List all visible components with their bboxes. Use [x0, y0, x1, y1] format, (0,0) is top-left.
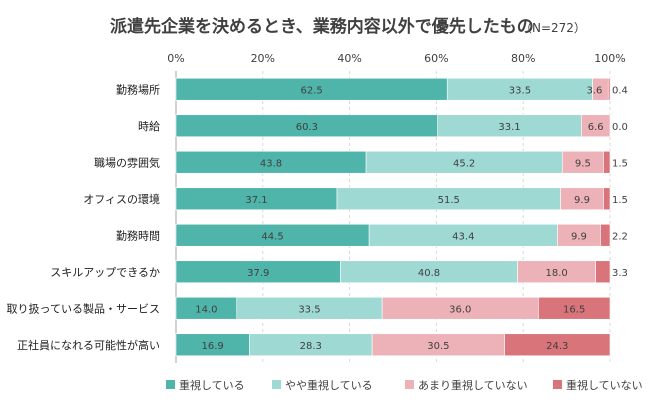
data-label: 6.6 [588, 122, 604, 133]
chart-sample-size: （N=272） [520, 21, 586, 35]
category-label: 職場の雰囲気 [94, 155, 160, 169]
bar-segment [603, 150, 611, 174]
legend-label: 重視している [179, 378, 245, 392]
data-label: 37.9 [247, 268, 269, 279]
x-tick-label: 60% [424, 52, 448, 65]
legend-swatch [272, 380, 281, 389]
category-label: スキルアップできるか [50, 266, 160, 279]
bar-segment [600, 223, 611, 247]
data-label: 0.0 [612, 122, 628, 133]
data-label: 9.5 [575, 158, 591, 169]
x-tick-label: 0% [167, 52, 184, 65]
legend-label: 重視していない [566, 378, 643, 392]
data-label: 14.0 [195, 304, 217, 315]
legend: 重視している やや重視している あまり重視していない 重視していない [166, 378, 643, 392]
chart-title: 派遣先企業を決めるとき、業務内容以外で優先したもの [110, 16, 534, 37]
category-label: オフィスの環境 [83, 192, 160, 206]
data-label: 16.5 [563, 304, 585, 315]
data-label: 33.5 [509, 85, 531, 96]
x-tick-label: 80% [511, 52, 535, 65]
data-label: 9.9 [574, 195, 590, 206]
bars-layer [175, 77, 611, 357]
category-label: 勤務場所 [116, 82, 160, 96]
legend-label: あまり重視していない [418, 378, 528, 392]
category-label: 正社員になれる可能性が高い [17, 338, 160, 352]
data-label: 45.2 [453, 158, 475, 169]
data-label: 33.1 [498, 122, 520, 133]
data-label: 43.8 [260, 158, 282, 169]
data-label: 3.3 [612, 268, 628, 279]
data-label: 16.9 [202, 341, 224, 352]
bar-segment [607, 77, 611, 101]
data-label: 2.2 [612, 231, 628, 242]
data-label: 36.0 [449, 304, 471, 315]
x-tick-label: 20% [251, 52, 275, 65]
legend-swatch [553, 380, 562, 389]
data-label: 9.9 [571, 231, 587, 242]
bar-segment [504, 333, 611, 357]
x-tick-label: 40% [337, 52, 361, 65]
data-label: 0.4 [612, 85, 628, 96]
data-label: 18.0 [545, 268, 567, 279]
category-label: 時給 [138, 119, 160, 133]
category-label: 勤務時間 [116, 228, 160, 242]
data-label: 3.6 [586, 85, 602, 96]
data-label: 44.5 [261, 231, 283, 242]
data-label: 24.3 [546, 341, 568, 352]
bar-segment [581, 114, 611, 138]
data-label: 60.3 [296, 122, 318, 133]
legend-swatch [166, 380, 175, 389]
bar-segment [538, 296, 611, 320]
data-label: 1.5 [612, 158, 628, 169]
data-label: 37.1 [245, 195, 267, 206]
data-label: 33.5 [298, 304, 320, 315]
legend-label: やや重視している [285, 378, 373, 392]
data-label: 1.5 [612, 195, 628, 206]
data-label: 30.5 [427, 341, 449, 352]
data-label: 62.5 [300, 85, 322, 96]
labels-layer: 0% 20% 40% 60% 80% 100% 勤務場所 62.5 33.5 3.6 0.4 時給 60… [7, 52, 628, 352]
data-label: 43.4 [452, 231, 474, 242]
data-label: 40.8 [418, 268, 440, 279]
data-label: 51.5 [438, 195, 460, 206]
x-tick-label: 100% [594, 52, 625, 65]
legend-swatch [405, 380, 414, 389]
bar-segment [595, 260, 611, 284]
data-label: 28.3 [300, 341, 322, 352]
category-label: 取り扱っている製品・サービス [7, 301, 160, 315]
bar-segment [603, 187, 611, 211]
